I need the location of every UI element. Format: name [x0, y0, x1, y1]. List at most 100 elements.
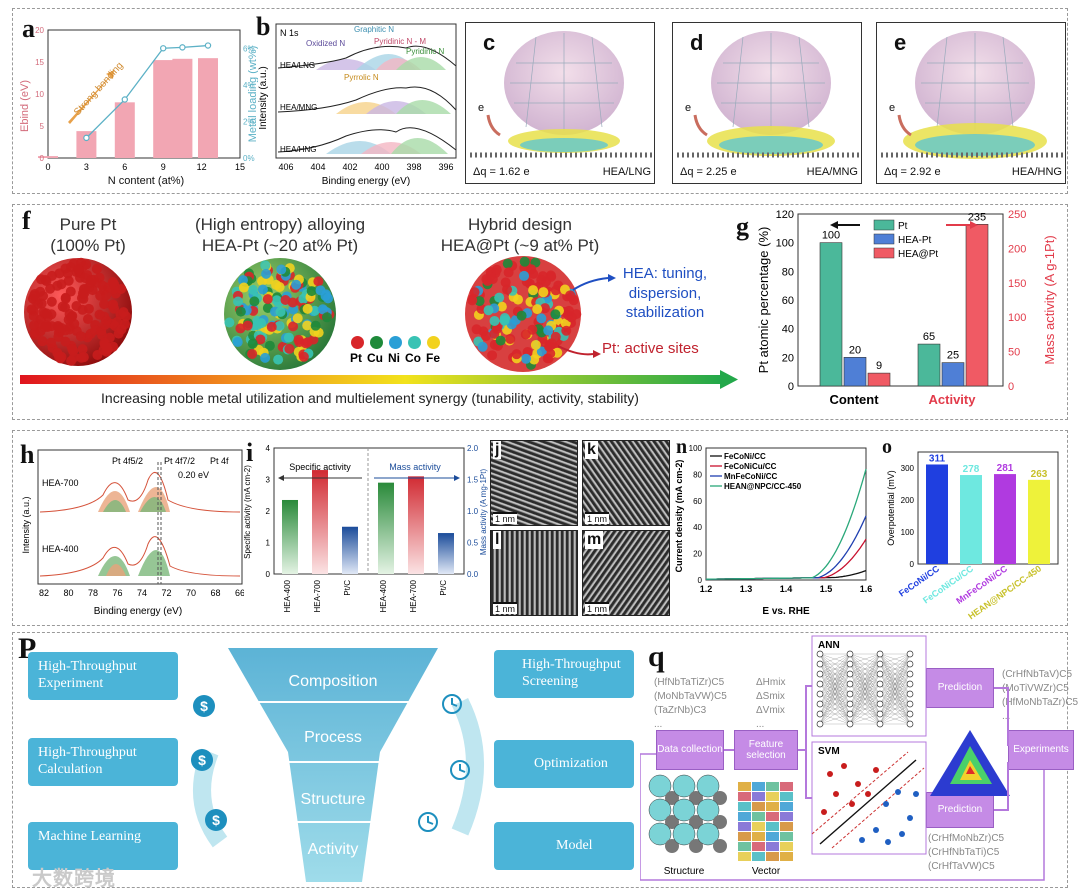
svm-box [811, 741, 927, 855]
hea-at-pt-title: Hybrid design HEA@Pt (~9 at% Pt) [440, 215, 600, 256]
tick-n-y: 0 [698, 576, 703, 585]
vector-cell [738, 832, 751, 841]
bar-i [408, 476, 424, 574]
value-label-o: 311 [929, 453, 946, 464]
vector-cell [752, 812, 765, 821]
vector-caption: Vector [752, 866, 781, 877]
vector-cell [738, 822, 751, 831]
shift-label: 0.20 eV [178, 470, 209, 480]
atom [689, 815, 703, 829]
panel-row-2 [12, 204, 1068, 420]
legend-dot-pt [350, 336, 364, 349]
label-k: k [585, 441, 598, 459]
atom [713, 839, 727, 853]
tick-n-x: 1.2 [700, 584, 713, 594]
value-label-g: 20 [849, 344, 861, 356]
chart-b-xps-n1s: N 1s Intensity (a.u.) HEA/LNG HEA/MNG HE… [258, 23, 457, 187]
pt-note: Pt: active sites [602, 340, 699, 357]
machine-learning-box: Machine Learning [28, 822, 178, 870]
feature-list: ΔHmix ΔSmix ΔVmix... [756, 677, 786, 730]
scale-bar-j: 1 nm [493, 512, 518, 524]
tick-i-x: HEA-400 [379, 579, 388, 612]
peak-pyrrolic: Pyrrolic N [344, 73, 379, 82]
tem-image-l [490, 530, 578, 616]
atom [665, 815, 679, 829]
tick-a-y: 15 [35, 58, 44, 67]
value-label-o: 278 [963, 464, 980, 475]
tick-b-x: 402 [342, 162, 357, 172]
legend-label-cu: Cu [366, 351, 383, 365]
tick-h-x: 68 [210, 588, 220, 598]
vector-cell [766, 842, 779, 851]
atom [696, 798, 720, 822]
tick-i-y2: 2.0 [467, 444, 479, 453]
vector-cell [738, 812, 751, 821]
svm-point [873, 767, 879, 773]
ann-node [846, 690, 854, 698]
clock-icon [442, 694, 462, 714]
bar-a [114, 102, 135, 158]
legend-label-n: MnFeCoNi/CC [724, 472, 778, 481]
tem-image-j [490, 440, 578, 526]
value-label-o: 281 [997, 463, 1014, 474]
svg-text:e: e [685, 102, 691, 114]
label-b: b [256, 12, 271, 41]
bar-o [1028, 479, 1050, 564]
tick-a-y: 20 [35, 26, 44, 35]
bar-g [843, 357, 867, 387]
feature-selection-box: Feature selection [734, 730, 798, 770]
tick-a-y2: 2% [243, 117, 255, 126]
ann-node [816, 710, 824, 718]
legend-label-n: HEAN@NPC/CC-450 [724, 482, 802, 491]
bar-i [378, 482, 394, 574]
ml-workflow-graphics: ANN SVM Structure Vector [640, 635, 1045, 881]
tick-i-x: HEA-700 [313, 579, 322, 612]
vector-cell [738, 782, 751, 791]
funnel-composition: Composition [289, 673, 378, 690]
hea-note: HEA: tuning, dispersion, stabilization [622, 265, 708, 321]
value-label-o: 263 [1031, 469, 1048, 480]
delta-q-d: Δq = 2.25 e [680, 166, 737, 178]
atom [696, 822, 720, 846]
tick-g-y: 80 [782, 266, 794, 278]
tick-h-x: 72 [161, 588, 171, 598]
ann-node [816, 720, 824, 728]
tick-b-x: 396 [438, 162, 453, 172]
optimization-box: Optimization [494, 740, 634, 788]
tick-g-y2: 0 [1008, 381, 1014, 393]
tick-g-y2: 200 [1008, 243, 1026, 255]
screening-funnel: Composition Process Structure Activity $… [191, 648, 484, 882]
hea-pointer [572, 277, 609, 291]
ann-node [816, 690, 824, 698]
vector-cell [766, 852, 779, 861]
tick-i-x: HEA-700 [409, 579, 418, 612]
label-q: q [648, 640, 665, 673]
svm-point [859, 837, 865, 843]
dollar-icon: $ [198, 752, 206, 768]
ann-node [846, 660, 854, 668]
ann-node [876, 650, 884, 658]
vector-cell [738, 802, 751, 811]
funnel-body [228, 648, 438, 882]
prediction-top-box: Prediction [926, 668, 994, 708]
trace-hea-700: HEA-700 [42, 478, 79, 488]
atom [696, 774, 720, 798]
label-a: a [22, 14, 35, 43]
tick-n-x: 1.3 [740, 584, 753, 594]
ann-node [876, 700, 884, 708]
label-l: l [493, 531, 502, 549]
ann-node [846, 670, 854, 678]
panel-row-3 [12, 430, 1068, 626]
svm-point [899, 831, 905, 837]
structure-name-e: HEA/HNG [1011, 166, 1062, 178]
peak-graphitic: Graphitic N [354, 25, 394, 34]
tick-a-y: 5 [40, 122, 45, 131]
bar-i [312, 470, 328, 574]
bar-a [38, 156, 58, 158]
vector-cell [752, 822, 765, 831]
tick-b-x: 404 [310, 162, 325, 172]
legend-swatch-g [873, 219, 895, 231]
ann-node [846, 710, 854, 718]
tick-b-x: 400 [374, 162, 389, 172]
svm-point [913, 791, 919, 797]
